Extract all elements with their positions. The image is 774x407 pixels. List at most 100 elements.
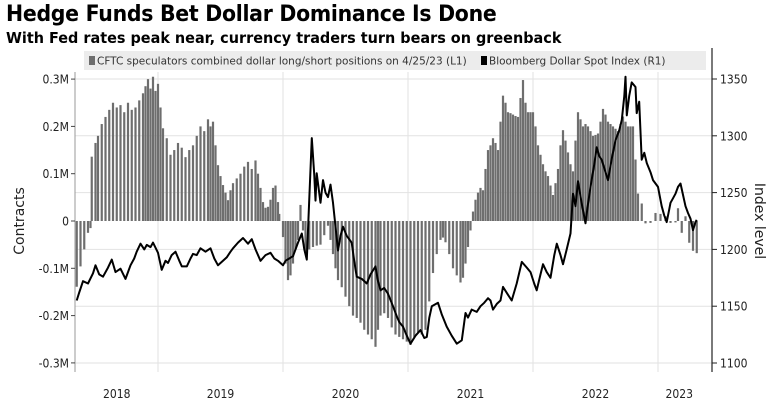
bar: [569, 164, 572, 221]
right-axis-tick-label: 1300: [720, 129, 748, 143]
bar: [405, 221, 408, 342]
legend-background: [84, 51, 706, 70]
bar: [526, 112, 530, 221]
bar: [455, 221, 458, 276]
bar: [556, 168, 560, 221]
bar: [146, 79, 150, 221]
bar: [359, 221, 362, 323]
bar: [511, 114, 515, 221]
bar: [138, 100, 141, 221]
bar: [559, 145, 562, 221]
bar: [141, 93, 145, 221]
bar: [409, 221, 412, 345]
bar: [383, 221, 386, 314]
right-axis-tick-label: 1250: [720, 186, 748, 200]
bar: [479, 187, 482, 221]
bar: [469, 221, 472, 231]
bar: [284, 221, 287, 264]
bar: [304, 221, 307, 254]
bar: [250, 168, 253, 221]
bar: [561, 130, 565, 221]
bar: [584, 124, 587, 221]
bar: [551, 194, 555, 221]
gridlines: [75, 72, 712, 372]
bar: [149, 88, 152, 221]
bar: [386, 221, 390, 318]
left-axis-title: Contracts: [12, 187, 28, 255]
bar: [173, 150, 176, 221]
bar: [319, 221, 322, 245]
bar: [626, 126, 630, 221]
bar: [75, 221, 78, 287]
bar: [439, 221, 442, 240]
bar: [466, 221, 470, 248]
bar: [394, 221, 397, 335]
bar: [688, 221, 691, 243]
bar: [334, 221, 337, 269]
bar: [591, 135, 595, 221]
bar: [301, 221, 305, 231]
bar: [199, 126, 202, 221]
bar: [579, 119, 582, 221]
bar: [326, 221, 330, 226]
bar: [311, 221, 315, 248]
bar: [640, 203, 643, 221]
bar: [151, 76, 155, 221]
bar: [340, 221, 343, 288]
bars-cftc: [75, 76, 698, 347]
x-axis-tick-label: 2018: [103, 387, 131, 401]
bar: [451, 221, 455, 269]
bar: [611, 126, 615, 221]
left-axis-tick-label: 0: [62, 215, 69, 229]
bar: [539, 154, 542, 221]
bar: [499, 121, 502, 221]
bar: [89, 221, 92, 229]
bar: [644, 221, 647, 224]
bar: [119, 105, 122, 221]
bar: [286, 221, 290, 281]
bar: [281, 221, 285, 238]
right-axis-tick-label: 1200: [720, 243, 748, 257]
bar: [271, 187, 275, 221]
bar: [296, 221, 300, 240]
bar: [680, 221, 683, 233]
left-axis-tick-label: -0.1M: [39, 262, 69, 276]
right-axis-tick-label: 1100: [720, 357, 748, 371]
bar: [514, 115, 517, 221]
bar: [104, 116, 107, 221]
x-axis-tick-label: 2022: [582, 387, 609, 401]
bar: [216, 165, 220, 221]
bar: [676, 208, 680, 221]
left-axis-tick-label: 0.2M: [43, 120, 69, 134]
bar: [489, 145, 492, 221]
bar: [115, 107, 118, 221]
bar: [351, 221, 355, 316]
bar: [96, 135, 100, 221]
bar: [315, 221, 318, 246]
bar: [524, 102, 527, 221]
bar: [355, 221, 358, 318]
bar: [130, 109, 133, 221]
bar: [100, 124, 103, 221]
right-axis-tick-label: 1150: [720, 300, 748, 314]
bar: [529, 112, 532, 221]
bar: [90, 156, 93, 221]
bar: [329, 221, 332, 240]
bar: [554, 183, 557, 221]
bar: [636, 193, 640, 221]
bar: [420, 221, 423, 335]
bar: [476, 192, 480, 221]
bar: [431, 221, 435, 274]
bar: [695, 221, 698, 254]
bar: [546, 176, 550, 221]
bar: [203, 131, 206, 221]
bar: [448, 221, 451, 255]
bar: [239, 173, 242, 221]
bar: [441, 221, 445, 238]
bar: [614, 128, 617, 221]
bar: [521, 80, 525, 222]
bar: [589, 131, 592, 221]
bar: [259, 187, 262, 221]
bar: [604, 114, 607, 221]
bar: [363, 221, 366, 330]
